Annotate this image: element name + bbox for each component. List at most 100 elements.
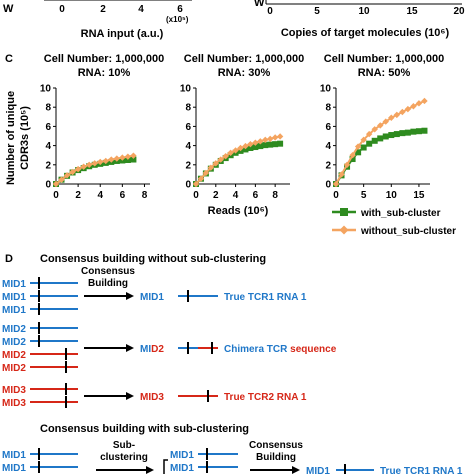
- point-marker: [222, 152, 229, 160]
- point-marker: [371, 137, 378, 144]
- point-marker: [404, 129, 411, 136]
- top-right-ylabel-fragment: W: [254, 0, 265, 9]
- point-marker: [113, 155, 121, 162]
- point-marker: [377, 122, 384, 129]
- mid2-prefix: MI: [140, 344, 151, 355]
- point-marker: [421, 127, 428, 134]
- point-marker: [277, 140, 284, 147]
- y-tick-label: 6: [325, 122, 331, 133]
- point-marker: [192, 180, 200, 188]
- point-marker: [415, 100, 423, 107]
- series-line-without_sub-cluster: [335, 100, 425, 185]
- x-tick-label: 4: [233, 190, 239, 201]
- x-tick-label: 8: [272, 190, 278, 201]
- y-tick-label: 0: [185, 180, 191, 191]
- read-label-mid1-b: MID1: [2, 292, 26, 303]
- point-marker: [360, 136, 367, 144]
- x-tick-label: 5: [361, 190, 367, 201]
- result-true-tcr1: True TCR1 RNA 1: [224, 292, 307, 303]
- sub-label: Sub-: [113, 440, 135, 451]
- y-tick-label: 6: [185, 122, 191, 133]
- point-marker: [108, 156, 115, 163]
- point-marker: [252, 144, 259, 151]
- consensus-label-2: Consensus: [249, 440, 303, 451]
- read-label-mid2-c: MID2: [2, 350, 26, 361]
- point-marker: [272, 141, 279, 148]
- arrow-head: [146, 466, 154, 474]
- point-marker: [237, 144, 244, 152]
- building-label-2: Building: [256, 452, 296, 463]
- read-label-mid1-c: MID1: [2, 305, 26, 316]
- point-marker: [366, 140, 373, 147]
- point-marker: [252, 139, 259, 146]
- point-marker: [349, 152, 356, 159]
- point-marker: [202, 169, 210, 177]
- point-marker: [267, 135, 274, 143]
- plot-rna-10: Cell Number: 1,000,000 RNA: 10% 0 2 4 6 8 10 0…: [40, 53, 164, 201]
- plot-rna-50: Cell Number: 1,000,000 RNA: 50% 0 2 4 6 8 10 0…: [320, 53, 444, 201]
- point-marker: [63, 172, 71, 179]
- y-tick-label: 0: [325, 180, 331, 191]
- plot-title: Cell Number: 1,000,000: [324, 53, 444, 65]
- point-marker: [415, 128, 422, 135]
- cluster-label-a: MID1: [170, 450, 194, 461]
- arrow-head: [126, 344, 134, 352]
- panel-c: C Number of unique CDR3s (10⁵) Reads (10…: [5, 53, 456, 237]
- arrow-head: [126, 392, 134, 400]
- x-tick-label: 6: [253, 190, 259, 201]
- subcluster-result: MID1 True TCR1 RNA 1: [306, 464, 463, 474]
- point-marker: [365, 130, 373, 138]
- point-marker: [338, 171, 345, 178]
- point-marker: [276, 133, 284, 140]
- top-right-xlabel: Copies of target molecules (10⁶): [281, 27, 450, 39]
- point-marker: [124, 157, 131, 163]
- result-true-tcr2: True TCR2 RNA 1: [224, 392, 307, 403]
- point-marker: [207, 164, 215, 171]
- top-left-tick-4: 4: [138, 4, 144, 15]
- mid1-read-group: MID1 MID1 MID1: [2, 277, 78, 316]
- point-marker: [247, 145, 254, 151]
- point-marker: [102, 157, 109, 165]
- y-tick-label: 10: [320, 84, 332, 95]
- point-marker: [388, 132, 395, 139]
- point-marker: [227, 149, 234, 156]
- plot-subtitle: RNA: 30%: [218, 67, 271, 79]
- panel-c-letter: C: [5, 53, 13, 65]
- x-tick-label: 0: [53, 190, 59, 201]
- sub-read-label-b: MID1: [2, 463, 26, 474]
- subcluster-group: MID1 MID1: [163, 448, 238, 474]
- mid2-suffix: D2: [151, 344, 164, 355]
- point-marker: [410, 128, 417, 135]
- point-marker: [267, 141, 274, 148]
- plot-subtitle: RNA: 50%: [358, 67, 411, 79]
- x-tick-label: 10: [386, 190, 398, 201]
- point-marker: [382, 118, 389, 125]
- read-label-mid2-d: MID2: [2, 363, 26, 374]
- clustering-label: clustering: [100, 452, 148, 463]
- point-marker: [271, 134, 279, 141]
- consensus-result-2-chimera: MID2 Chimera TCR sequence: [140, 342, 337, 355]
- point-marker: [355, 149, 362, 156]
- read-label-mid3-b: MID3: [2, 398, 26, 409]
- plot-subtitle: RNA: 10%: [78, 67, 131, 79]
- point-marker: [257, 138, 264, 145]
- point-marker: [217, 156, 224, 163]
- point-marker: [52, 180, 60, 188]
- top-left-tick-2: 2: [100, 4, 106, 15]
- sub-result-mid1-label: MID1: [306, 466, 330, 474]
- top-right-panel-fragment: W 0 5 10 15 20 Copies of target molecule…: [254, 0, 465, 39]
- point-marker: [388, 114, 395, 121]
- point-marker: [332, 180, 340, 188]
- point-marker: [360, 144, 367, 151]
- result-mid2-label: MID2: [140, 344, 164, 355]
- plot-title: Cell Number: 1,000,000: [184, 53, 304, 65]
- chimera-text-2: sequence: [287, 344, 336, 355]
- point-marker: [69, 168, 76, 176]
- y-tick-label: 0: [45, 180, 51, 191]
- top-right-tick-5: 5: [314, 6, 320, 17]
- legend-label-without: without_sub-cluster: [360, 226, 456, 237]
- y-tick-label: 10: [40, 84, 52, 95]
- result-mid3-label: MID3: [140, 392, 164, 403]
- top-right-tick-20: 20: [453, 6, 465, 17]
